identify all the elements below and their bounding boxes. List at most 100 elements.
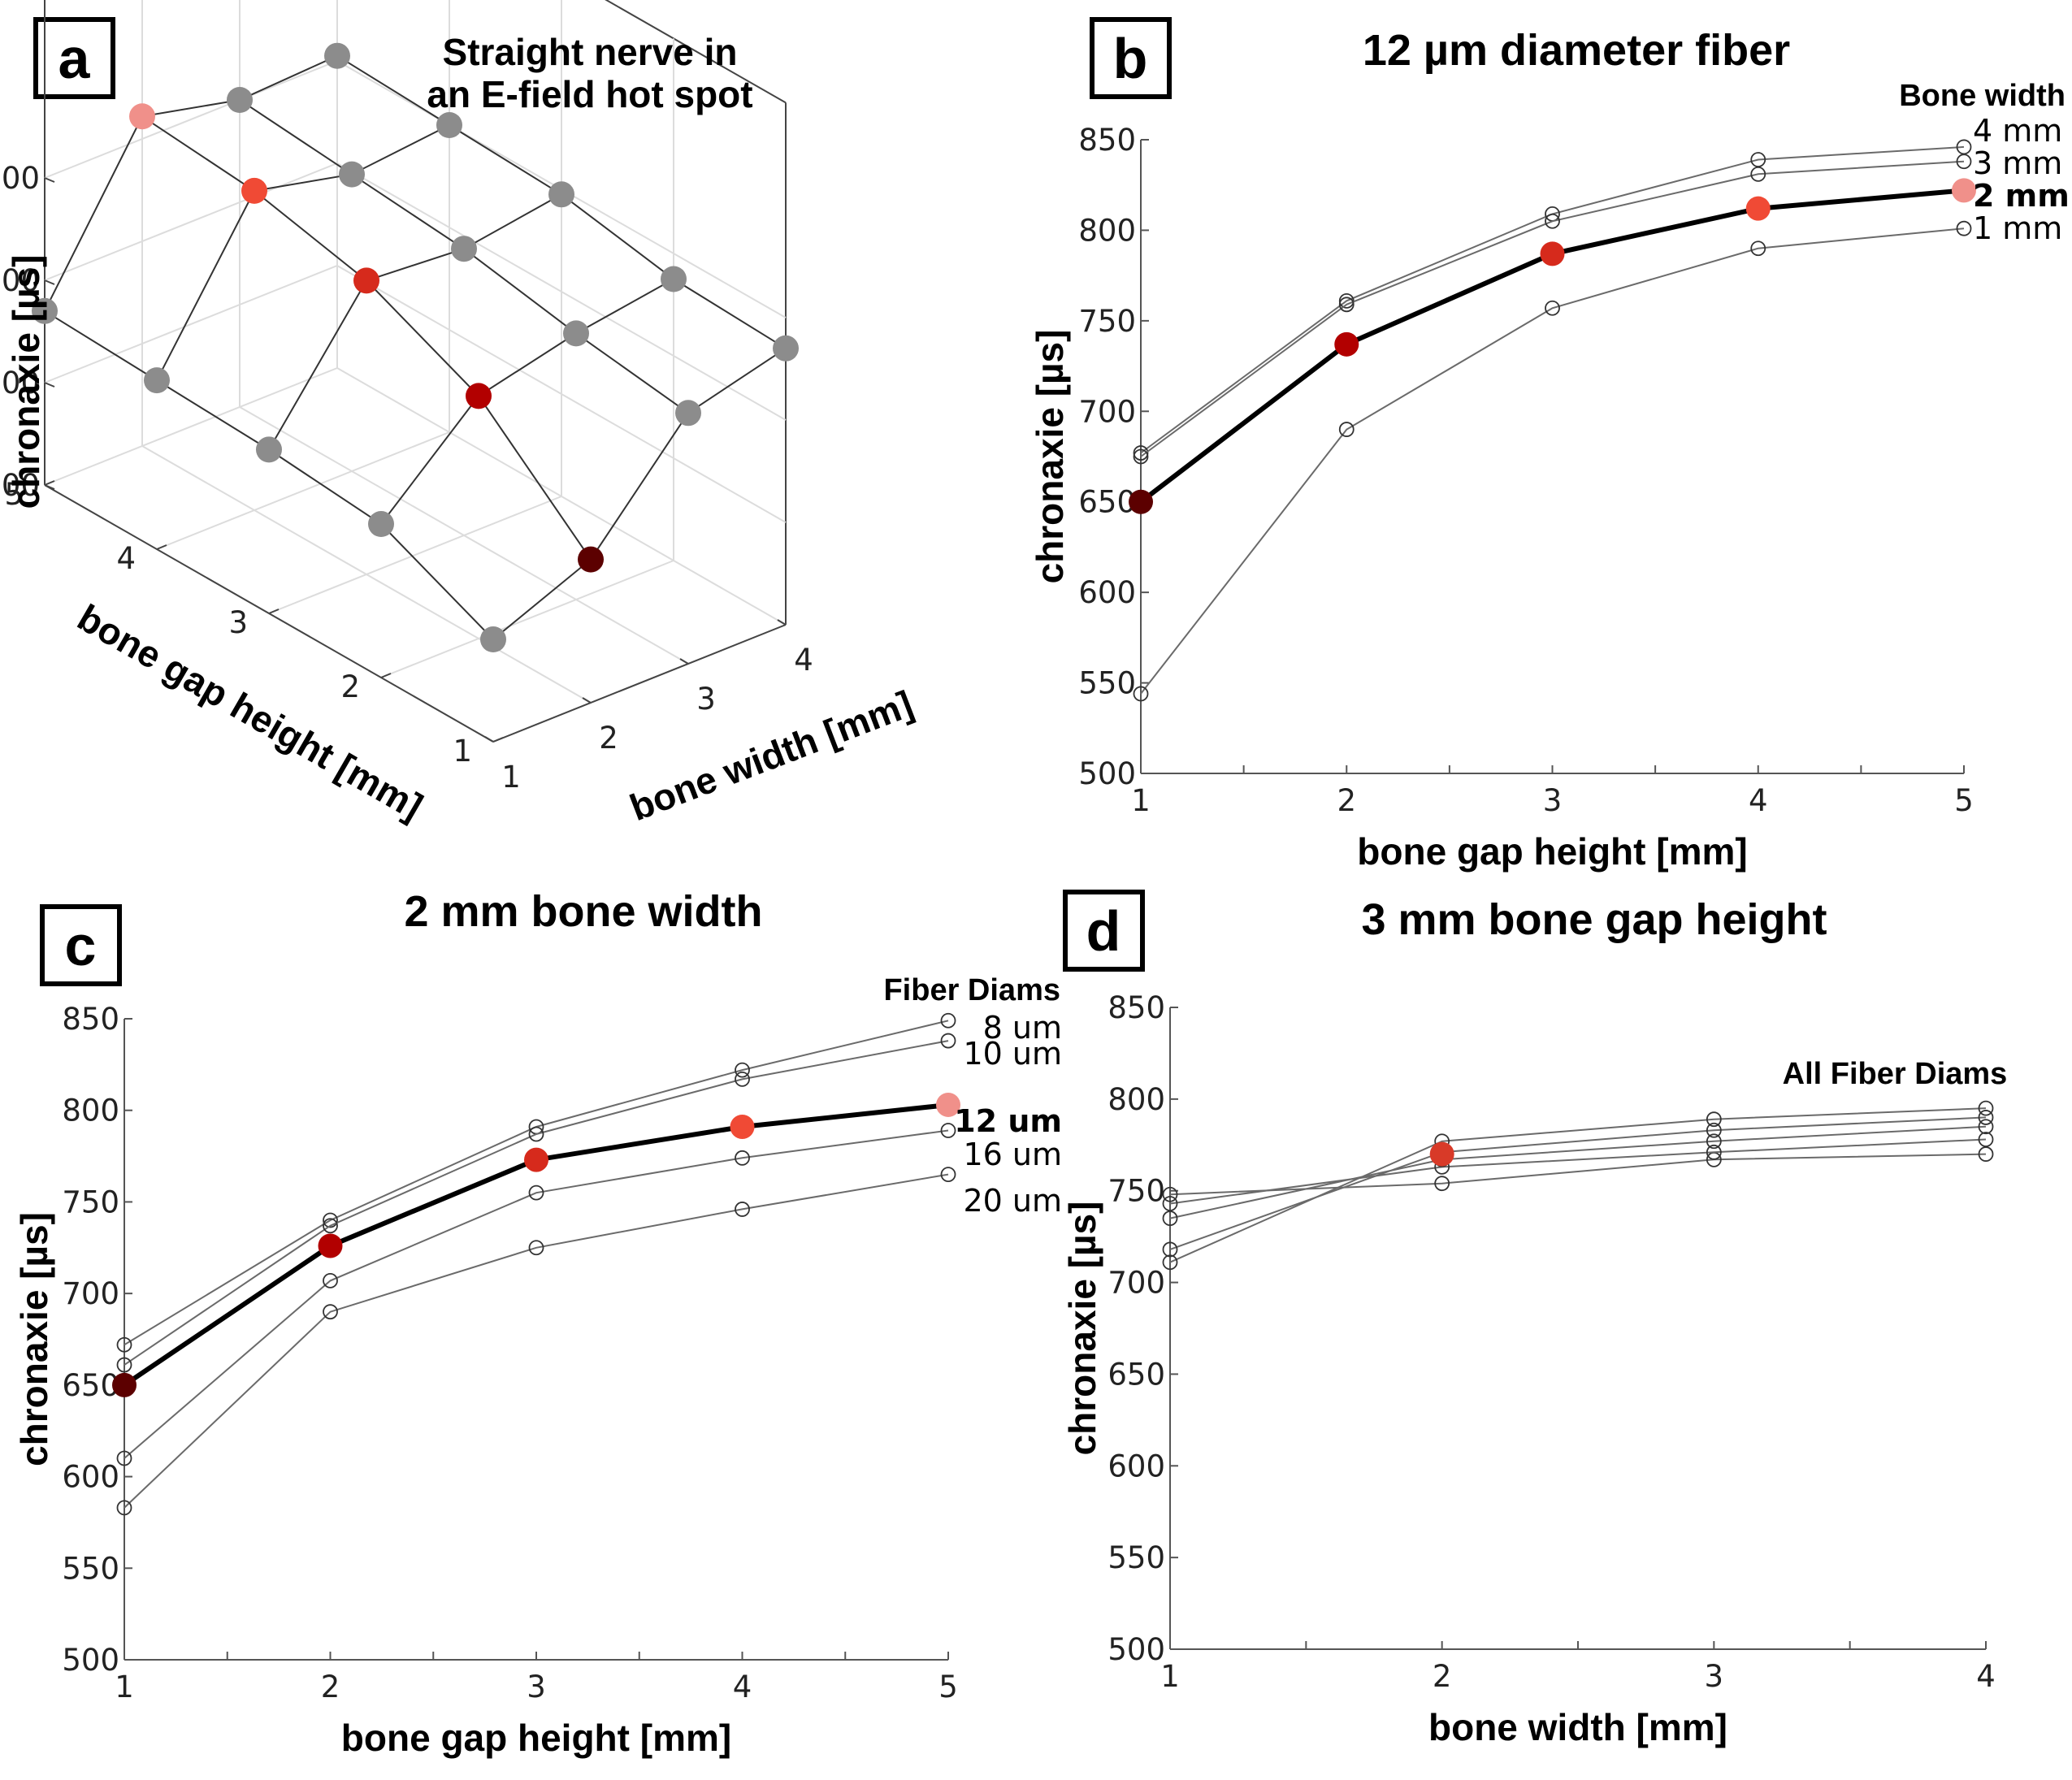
series-line bbox=[1169, 1116, 1987, 1250]
y-tick-label: 800 bbox=[1078, 213, 1136, 248]
highlight-point bbox=[1540, 241, 1565, 266]
series-point bbox=[1706, 1144, 1722, 1160]
surface-point bbox=[563, 320, 589, 347]
series-point bbox=[940, 1167, 956, 1183]
annotation-label: All Fiber Diams bbox=[1783, 1057, 2008, 1091]
series-point bbox=[1162, 1254, 1178, 1271]
series-line bbox=[1169, 1138, 1987, 1205]
svg-text:c: c bbox=[65, 914, 97, 977]
highlight-point bbox=[112, 1372, 137, 1397]
legend-entry: 4 mm bbox=[1973, 113, 2062, 149]
series-point bbox=[1545, 300, 1560, 316]
chart-title: 2 mm bone width bbox=[404, 887, 762, 936]
series-point bbox=[528, 1185, 544, 1201]
x-tick-label: 2 bbox=[599, 721, 618, 756]
surface-point bbox=[368, 511, 394, 537]
series-point bbox=[528, 1240, 544, 1256]
surface-point bbox=[480, 626, 506, 652]
highlight-point bbox=[318, 1233, 343, 1258]
y-tick-label: 550 bbox=[1078, 666, 1136, 701]
z-tick-label: 700 bbox=[0, 263, 40, 298]
series-point bbox=[323, 1212, 338, 1228]
series-point bbox=[1338, 297, 1355, 313]
x-tick-label: 5 bbox=[1954, 783, 1974, 818]
y-axis-label: chronaxie [µs] bbox=[1029, 330, 1071, 584]
highlight-point bbox=[1745, 196, 1771, 221]
series-point bbox=[1978, 1119, 1994, 1135]
highlight-point bbox=[1129, 489, 1153, 514]
panel-d-chart: 500 550 600 650 700 750 800 850 1 2 3 4 3 mm bone ga… bbox=[1061, 895, 2007, 1748]
x-tick-mark bbox=[582, 697, 592, 704]
y-tick-label: 500 bbox=[62, 1643, 119, 1678]
mesh-line bbox=[44, 54, 338, 312]
gap-tick-label: 1 bbox=[453, 734, 472, 769]
panel-a-label: a bbox=[33, 17, 115, 99]
z-tick-mark bbox=[44, 382, 55, 388]
series-point bbox=[116, 1500, 132, 1516]
z-tick-label: 800 bbox=[0, 161, 40, 196]
x-tick-label: 2 bbox=[1433, 1659, 1452, 1694]
series-point bbox=[735, 1150, 750, 1166]
highlight-point bbox=[466, 383, 492, 409]
series-point bbox=[1706, 1111, 1722, 1128]
series-point bbox=[116, 1357, 132, 1373]
mesh-line bbox=[492, 347, 787, 640]
series-point bbox=[1162, 1210, 1178, 1226]
surface-point bbox=[227, 87, 253, 113]
series-point bbox=[323, 1304, 338, 1320]
y-tick-label: 600 bbox=[62, 1460, 119, 1495]
chart-title: 3 mm bone gap height bbox=[1361, 895, 1827, 944]
highlight-point bbox=[578, 546, 604, 573]
gap-tick-label: 3 bbox=[228, 605, 248, 640]
mesh-line bbox=[141, 115, 592, 561]
series-point bbox=[1133, 686, 1149, 702]
x-tick-label: 3 bbox=[696, 682, 716, 717]
series-point bbox=[1750, 166, 1766, 182]
y-tick-label: 800 bbox=[1108, 1082, 1165, 1117]
series-point bbox=[1706, 1122, 1722, 1138]
panel-a-3d-chart: 1 2 3 4 1 2 3 4 5500 600 700 800 Straight nerve inan… bbox=[0, 0, 918, 829]
y-tick-label: 800 bbox=[62, 1094, 119, 1128]
y-tick-label: 550 bbox=[1108, 1540, 1165, 1575]
x-tick-mark bbox=[777, 619, 787, 626]
x-tick-mark bbox=[679, 658, 689, 665]
series-point bbox=[735, 1202, 750, 1217]
svg-text:b: b bbox=[1113, 27, 1148, 90]
y-tick-label: 650 bbox=[1078, 485, 1136, 520]
x-tick-label: 1 bbox=[115, 1670, 134, 1704]
series-line bbox=[1140, 160, 1965, 457]
x-axis-label: bone width [mm] bbox=[624, 682, 918, 829]
grid-line bbox=[156, 431, 450, 550]
legend-entry: 1 mm bbox=[1973, 210, 2062, 246]
series-point bbox=[528, 1126, 544, 1142]
surface-point bbox=[661, 266, 687, 292]
series-point bbox=[940, 1012, 956, 1029]
svg-text:d: d bbox=[1086, 899, 1121, 963]
svg-text:a: a bbox=[59, 27, 91, 90]
x-tick-label: 5 bbox=[938, 1670, 958, 1704]
legend-title: Fiber Diams bbox=[883, 973, 1060, 1007]
series-line bbox=[1169, 1125, 1987, 1219]
series-point bbox=[1133, 445, 1149, 461]
series-line bbox=[124, 1020, 949, 1346]
highlight-point bbox=[524, 1147, 548, 1172]
legend-entry: 20 um bbox=[963, 1183, 1062, 1219]
series-point bbox=[940, 1123, 956, 1138]
z-tick-label: 500 bbox=[0, 468, 40, 503]
x-axis-label: bone gap height [mm] bbox=[341, 1717, 731, 1759]
x-axis-line bbox=[492, 624, 787, 743]
x-tick-label: 1 bbox=[1160, 1659, 1180, 1694]
y-tick-label: 750 bbox=[1078, 304, 1136, 339]
axis-edge bbox=[605, 0, 787, 104]
grid-line bbox=[44, 367, 338, 486]
x-tick-label: 1 bbox=[1131, 783, 1151, 818]
x-tick-label: 4 bbox=[1976, 1659, 1996, 1694]
x-axis-label: bone gap height [mm] bbox=[1357, 830, 1747, 873]
y-tick-label: 500 bbox=[1078, 756, 1136, 791]
highlight-point bbox=[353, 267, 379, 294]
z-tick-mark bbox=[44, 484, 55, 490]
series-point bbox=[1706, 1133, 1722, 1150]
grid-line bbox=[380, 560, 674, 678]
series-line bbox=[124, 1040, 949, 1366]
